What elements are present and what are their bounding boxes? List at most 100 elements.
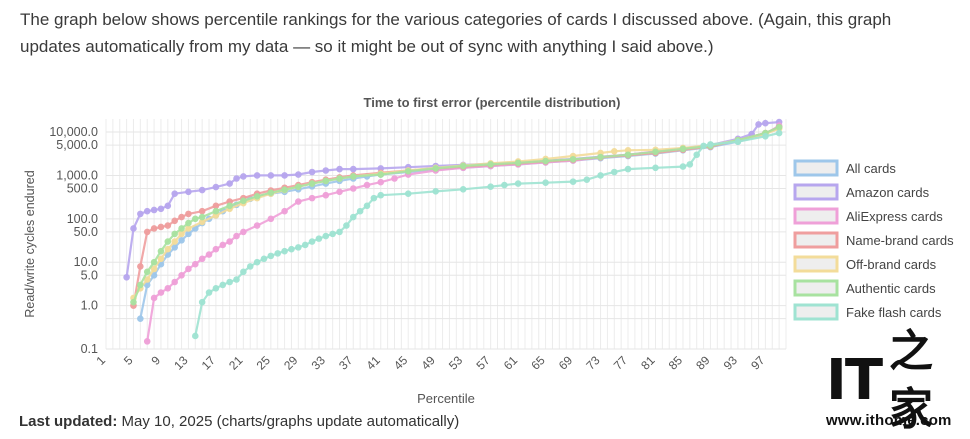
x-tick-label: 25 (254, 353, 274, 373)
x-tick-label: 77 (611, 353, 631, 373)
data-point (295, 244, 302, 251)
data-point (157, 255, 165, 263)
data-point (349, 213, 357, 221)
data-point (198, 255, 206, 263)
x-tick-label: 1 (93, 353, 108, 368)
ithome-watermark: IT 之家 www.ithome.com (826, 326, 966, 435)
x-tick-label: 93 (721, 353, 741, 373)
data-point (343, 222, 350, 229)
last-updated-label: Last updated: (19, 413, 118, 430)
data-point (260, 255, 268, 263)
data-point (267, 252, 275, 260)
data-point (150, 206, 158, 214)
x-tick-label: 49 (418, 353, 438, 373)
data-point (253, 258, 261, 266)
data-point (610, 168, 618, 176)
data-point (349, 165, 357, 173)
data-point (349, 185, 357, 192)
data-point (171, 217, 178, 225)
x-tick-label: 61 (501, 353, 521, 373)
data-point (336, 188, 343, 196)
y-tick-label: 0.1 (81, 342, 98, 356)
data-point (514, 180, 522, 187)
legend-swatch (793, 255, 839, 273)
data-point (157, 223, 165, 231)
x-axis-label: Percentile (417, 391, 475, 406)
last-updated-value: May 10, 2025 (charts/graphs update autom… (121, 413, 460, 430)
data-point (308, 194, 316, 202)
data-point (185, 210, 192, 218)
data-point (267, 189, 275, 197)
data-point (329, 230, 336, 238)
data-point (652, 148, 659, 156)
data-point (459, 185, 467, 193)
data-point (185, 188, 192, 196)
data-point (652, 164, 659, 172)
data-point (459, 162, 467, 170)
data-point (281, 247, 288, 255)
data-point (762, 132, 769, 140)
data-point (226, 202, 233, 210)
legend-swatch (793, 303, 839, 321)
y-tick-label: 1.0 (81, 299, 98, 313)
x-tick-label: 41 (364, 353, 384, 373)
data-point (150, 271, 158, 279)
y-axis-label: Read/write cycles endured (23, 170, 37, 317)
data-point (686, 161, 694, 168)
y-tick-label: 10,000.0 (49, 125, 98, 139)
data-point (157, 289, 165, 296)
y-tick-label: 100.0 (67, 212, 98, 226)
x-tick-label: 21 (226, 353, 246, 373)
data-point (157, 205, 165, 213)
data-point (336, 228, 343, 236)
data-point (226, 238, 233, 245)
x-tick-label: 81 (638, 353, 658, 373)
data-point (171, 278, 178, 286)
data-point (178, 237, 185, 244)
data-point (137, 281, 144, 289)
data-point (240, 228, 247, 236)
data-point (150, 258, 158, 266)
data-point (171, 190, 178, 197)
chart-svg: Time to first error (percentile distribu… (23, 95, 954, 406)
x-tick-label: 13 (171, 353, 191, 373)
data-point (253, 222, 261, 229)
data-point (624, 151, 632, 159)
data-point (212, 285, 220, 292)
data-point (219, 241, 227, 249)
data-point (171, 230, 178, 238)
data-point (164, 222, 172, 229)
y-tick-label: 10.0 (74, 255, 98, 269)
data-point (185, 230, 192, 238)
legend-label: Amazon cards (846, 185, 930, 200)
data-point (610, 148, 618, 155)
data-point (542, 157, 549, 165)
data-point (164, 245, 172, 253)
y-tick-label: 5.0 (81, 268, 98, 282)
data-point (391, 175, 398, 182)
legend-swatch (793, 279, 839, 297)
last-updated: Last updated: May 10, 2025 (charts/graph… (19, 413, 459, 430)
data-point (404, 167, 412, 175)
data-point (308, 168, 316, 176)
data-point (137, 210, 144, 218)
data-point (130, 298, 137, 306)
data-point (281, 186, 288, 193)
legend-label: Off-brand cards (846, 257, 937, 272)
data-point (150, 225, 158, 232)
data-point (150, 265, 158, 273)
x-tick-label: 5 (121, 353, 136, 368)
ithome-logo: IT 之家 (826, 326, 934, 435)
data-point (191, 332, 199, 340)
data-point (597, 153, 604, 161)
x-tick-label: 17 (199, 353, 219, 373)
data-point (240, 197, 247, 205)
x-tick-label: 57 (473, 353, 493, 373)
data-point (295, 171, 302, 178)
y-tick-label: 1,000.0 (56, 168, 98, 182)
data-point (240, 173, 247, 180)
data-point (487, 183, 494, 191)
data-point (700, 142, 707, 150)
data-point (226, 180, 233, 187)
data-point (755, 121, 762, 128)
